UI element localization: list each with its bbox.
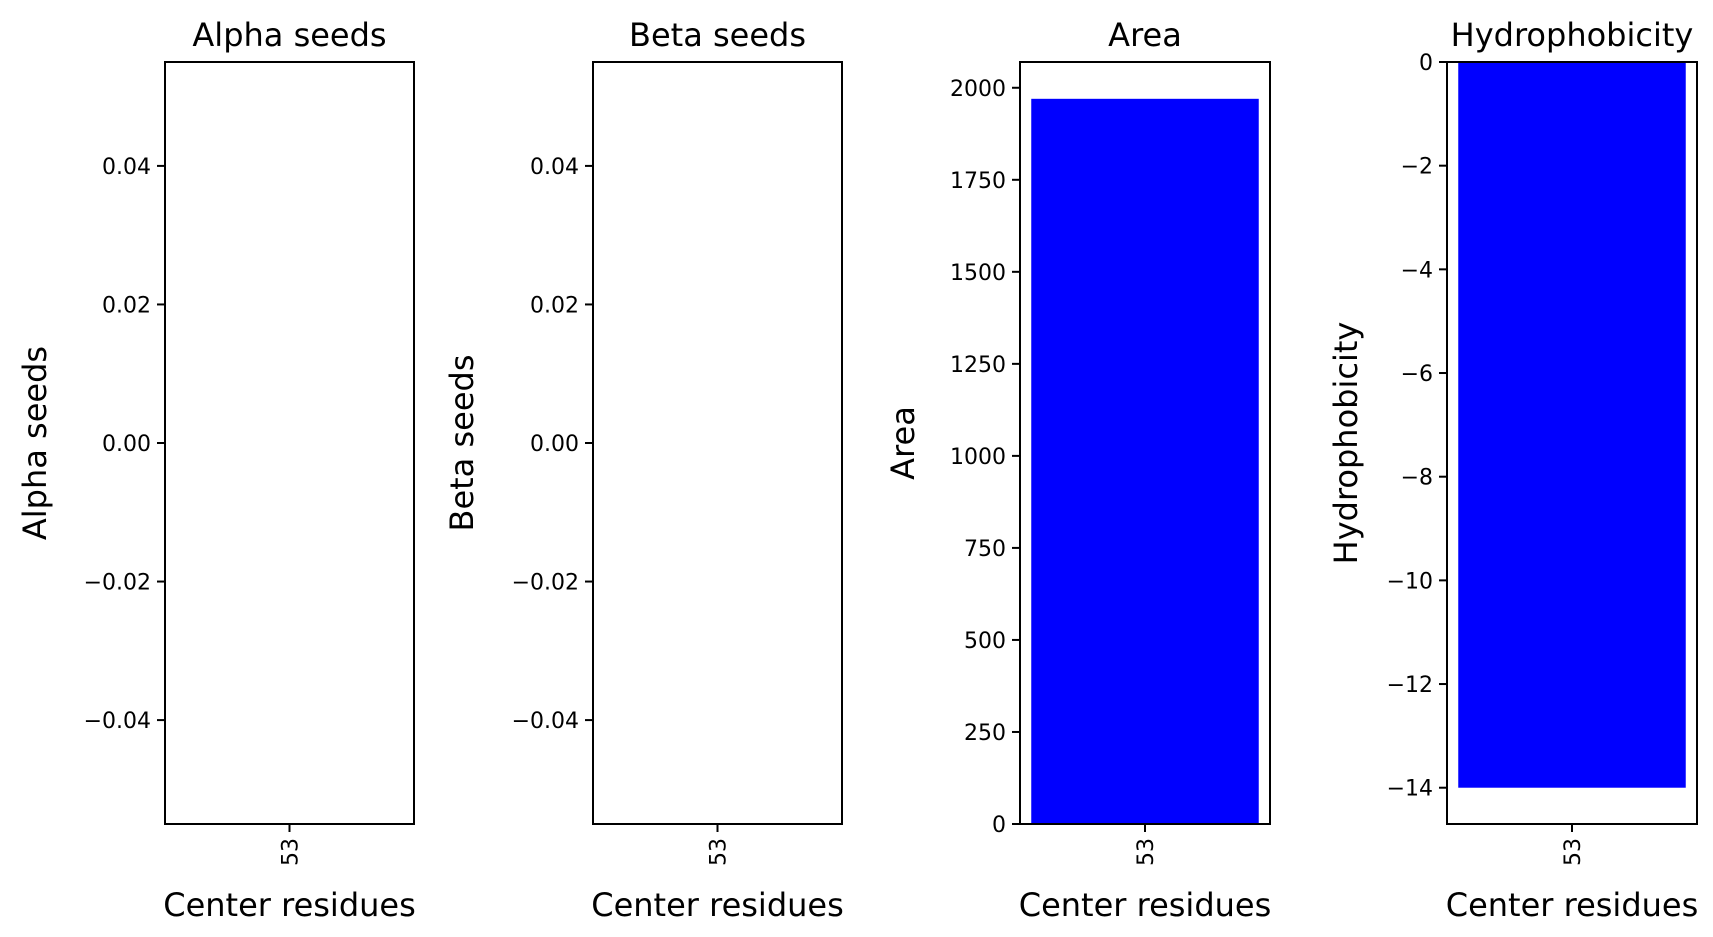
axes-frame xyxy=(592,61,843,825)
y-tick-label: −2 xyxy=(1401,155,1433,180)
y-axis-label: Area xyxy=(884,406,922,480)
y-tick-label: 1500 xyxy=(950,261,1006,286)
y-tick-label: −4 xyxy=(1401,258,1433,283)
y-tick-label: −0.04 xyxy=(512,709,579,734)
subplot-1: −0.04 −0.02 0.00 0.02 0.04 53 Alpha seeds Cente… xyxy=(16,16,416,924)
y-tick-label: −0.02 xyxy=(512,571,579,596)
y-tick-label: 2000 xyxy=(950,77,1006,102)
y-tick-label: 0 xyxy=(992,813,1006,838)
y-tick-label: −0.02 xyxy=(84,571,151,596)
bar xyxy=(1458,62,1686,788)
y-axis-label: Beta seeds xyxy=(443,355,481,532)
y-tick-label: −10 xyxy=(1387,569,1433,594)
x-axis-label: Center residues xyxy=(1019,886,1272,924)
subplot-title: Hydrophobicity xyxy=(1451,16,1694,54)
bar xyxy=(1031,98,1259,825)
y-tick-label: 1750 xyxy=(950,169,1006,194)
y-tick-label: 1250 xyxy=(950,353,1006,378)
y-tick-label: 1000 xyxy=(950,445,1006,470)
subplot-4: −14 −12 −10 −8 −6 −4 −2 0 53 Hydrophobicity Center… xyxy=(1327,16,1698,924)
y-tick-label: 750 xyxy=(964,537,1006,562)
y-tick-label: 0.00 xyxy=(530,432,579,457)
subplot-title: Alpha seeds xyxy=(192,16,386,54)
y-tick-label: −6 xyxy=(1401,362,1433,387)
subplot-2: −0.04 −0.02 0.00 0.02 0.04 53 Beta seeds Center… xyxy=(443,16,844,924)
axes-frame xyxy=(164,61,415,825)
x-axis-label: Center residues xyxy=(1446,886,1699,924)
x-axis-label: Center residues xyxy=(591,886,844,924)
x-axis-label: Center residues xyxy=(163,886,416,924)
y-tick-label: 500 xyxy=(964,629,1006,654)
y-axis-label: Hydrophobicity xyxy=(1327,322,1365,565)
y-axis-label: Alpha seeds xyxy=(16,346,54,540)
subplot-title: Beta seeds xyxy=(629,16,806,54)
y-tick-label: 0.04 xyxy=(102,155,151,180)
x-tick-label: 53 xyxy=(707,838,732,866)
x-tick-label: 53 xyxy=(1134,838,1159,866)
y-tick-label: 0.04 xyxy=(530,155,579,180)
y-tick-label: 0 xyxy=(1419,51,1433,76)
y-tick-label: −12 xyxy=(1387,673,1433,698)
x-tick-label: 53 xyxy=(279,838,304,866)
y-tick-label: 0.00 xyxy=(102,432,151,457)
y-tick-label: −0.04 xyxy=(84,709,151,734)
subplot-3: 0 250 500 750 1000 1250 1500 1750 2000 53 Area Cent… xyxy=(884,16,1271,924)
y-tick-label: 250 xyxy=(964,721,1006,746)
y-tick-label: 0.02 xyxy=(530,293,579,318)
y-tick-label: −14 xyxy=(1387,777,1433,802)
x-tick-label: 53 xyxy=(1561,838,1586,866)
y-tick-label: −8 xyxy=(1401,466,1433,491)
subplot-title: Area xyxy=(1108,16,1182,54)
y-tick-label: 0.02 xyxy=(102,293,151,318)
